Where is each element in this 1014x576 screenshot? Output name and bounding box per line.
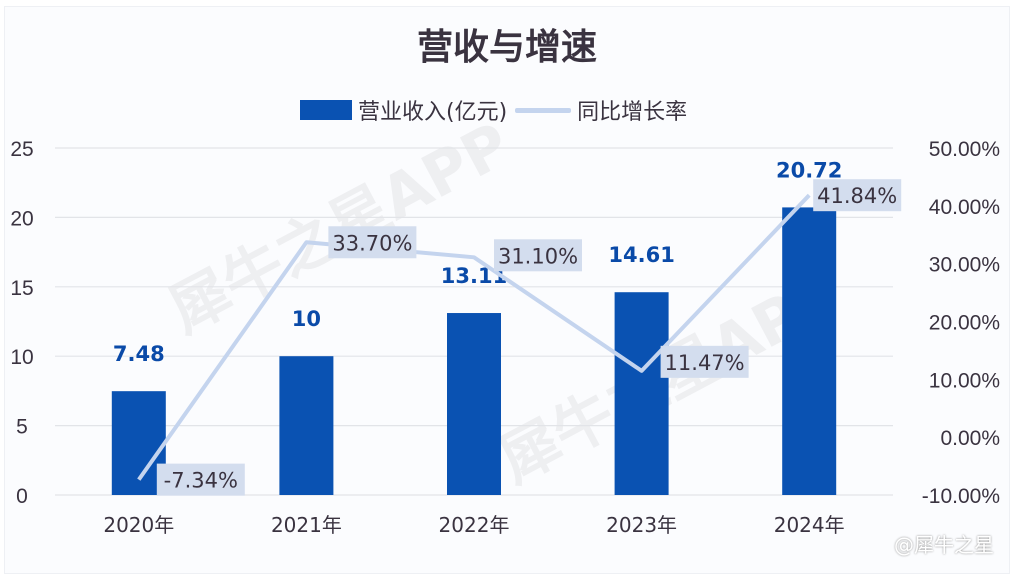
revenue-bar [782, 207, 837, 495]
growth-label-box [813, 179, 902, 212]
revenue-bar [447, 313, 501, 495]
right-tick-label: 0.00% [940, 427, 1000, 450]
revenue-bar [614, 292, 669, 495]
chart-title: 营收与增速 [416, 27, 597, 68]
legend-line-swatch [515, 107, 572, 113]
x-tick-label: 2021年 [271, 513, 342, 537]
growth-data-label: -7.34% [164, 469, 238, 493]
left-tick-label: 25 [10, 138, 33, 161]
legend-bar-swatch [300, 100, 352, 120]
revenue-data-label: 10 [292, 307, 321, 331]
growth-label-box [156, 463, 245, 496]
growth-data-label: 31.10% [498, 244, 578, 268]
growth-data-label: 11.47% [665, 351, 745, 375]
left-tick-label: 20 [10, 207, 33, 230]
x-tick-label: 2020年 [103, 513, 174, 537]
growth-data-label: 41.84% [817, 184, 897, 208]
right-tick-label: 50.00% [929, 138, 1000, 161]
source-mark: @犀牛之星 [894, 533, 994, 557]
x-tick-label: 2022年 [439, 513, 510, 537]
revenue-data-label: 7.48 [113, 342, 165, 366]
legend-revenue: 营业收入(亿元) [358, 100, 508, 125]
growth-label-box [494, 239, 582, 272]
right-tick-label: -10.00% [922, 485, 1000, 508]
right-tick-label: 30.00% [929, 254, 1000, 277]
revenue-data-label: 20.72 [776, 158, 842, 182]
revenue-data-label: 14.61 [608, 243, 674, 267]
x-tick-label: 2023年 [606, 513, 677, 537]
x-tick-label: 2024年 [774, 513, 845, 537]
growth-label-box [660, 345, 749, 378]
revenue-bar [279, 356, 334, 495]
right-tick-label: 10.00% [929, 369, 1000, 392]
legend: 营业收入(亿元) 同比增长率 [300, 94, 687, 126]
right-tick-label: 40.00% [929, 196, 1000, 219]
right-tick-label: 20.00% [929, 312, 1000, 335]
growth-data-label: 33.70% [332, 231, 412, 255]
growth-label-box [328, 226, 417, 259]
growth-line [137, 193, 811, 481]
left-tick-label: 15 [10, 277, 33, 300]
left-tick-label: 5 [16, 416, 28, 439]
left-tick-label: 10 [10, 346, 33, 369]
legend-growth: 同比增长率 [577, 100, 688, 125]
left-tick-label: 0 [16, 485, 28, 508]
